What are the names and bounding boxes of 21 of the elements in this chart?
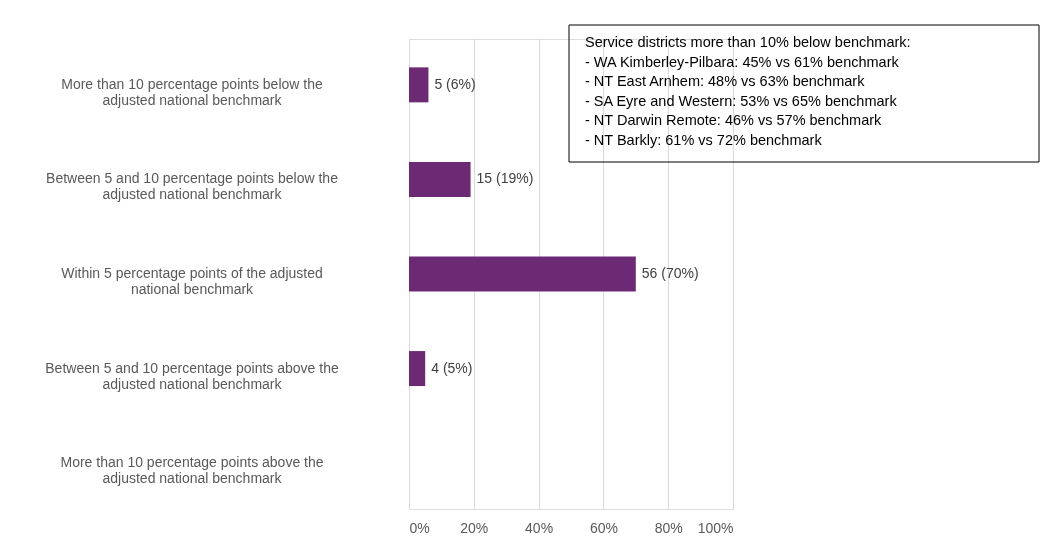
annotation: - SA Eyre and Western: 53% vs 65% benchmark: [585, 92, 898, 109]
annotation: - NT East Arnhem: 48% vs 63% benchmark: [585, 73, 866, 89]
y-tick-label: Between 5 and 10 percentage points below the adjusted national benchmark: [46, 170, 339, 203]
data-label: 4 (5%): [431, 359, 473, 376]
y-tick-label: Between 5 and 10 percentage points above the adjusted national benchmark: [45, 359, 339, 392]
y-tick-label: Within 5 percentage points of the adjusted national benchmark: [61, 265, 323, 297]
y-tick-label: More than 10 percentage points above the adjusted national benchmark: [60, 454, 324, 487]
x-tick-label: 0%: [409, 519, 430, 536]
data-label: 15 (19%): [476, 170, 534, 187]
x-tick-label: 40%: [525, 519, 554, 536]
data-label: 5 (6%): [434, 75, 476, 92]
annotation: - WA Kimberley-Pilbara: 45% vs 61% benchmark: [585, 53, 900, 70]
x-tick-label: 60%: [589, 519, 618, 536]
annotation: - NT Barkly: 61% vs 72% benchmark: [585, 131, 823, 148]
x-tick-label: 100%: [697, 519, 734, 536]
annotation: Service districts more than 10% below benchmark:: [585, 34, 911, 50]
data-label: 56 (70%): [641, 265, 699, 281]
annotation: - NT Darwin Remote: 46% vs 57% benchmark: [585, 112, 883, 128]
x-tick-label: 20%: [460, 519, 489, 536]
x-tick-label: 80%: [654, 519, 683, 536]
y-tick-label: More than 10 percentage points below the adjusted national benchmark: [61, 75, 323, 108]
